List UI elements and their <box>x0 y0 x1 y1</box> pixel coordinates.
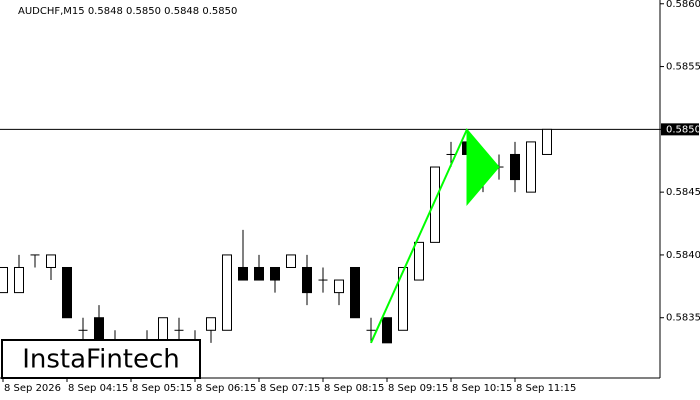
candle-body <box>430 166 440 243</box>
x-tick-label: 8 Sep 10:15 <box>452 383 512 394</box>
candle-body <box>510 153 520 181</box>
y-tick-label: 0.5855 <box>666 62 700 73</box>
candle-body <box>238 266 248 281</box>
x-tick-label: 8 Sep 09:15 <box>388 383 448 394</box>
x-tick-label: 8 Sep 2026 <box>4 383 61 394</box>
candle-body <box>334 279 344 294</box>
candle-body <box>62 266 72 319</box>
y-tick-label: 0.5840 <box>666 250 700 261</box>
x-tick-label: 8 Sep 06:15 <box>196 383 256 394</box>
x-tick-label: 8 Sep 08:15 <box>324 383 384 394</box>
candle-body <box>270 266 280 281</box>
logo-box <box>1 339 201 379</box>
x-tick-label: 8 Sep 11:15 <box>516 383 576 394</box>
candle-body <box>398 266 408 331</box>
candle-body <box>254 266 264 281</box>
last-price-box <box>661 123 699 136</box>
pattern-pole <box>370 128 468 344</box>
x-tick-label: 8 Sep 07:15 <box>260 383 320 394</box>
y-tick-label: 0.5835 <box>666 313 700 324</box>
y-tick-label: 0.5860 <box>666 0 700 10</box>
candle-body <box>350 266 360 319</box>
chart-title: AUDCHF,M15 0.5848 0.5850 0.5848 0.5850 <box>18 6 237 17</box>
candle-body <box>0 266 8 294</box>
candle-body <box>46 254 56 268</box>
candle-body <box>206 317 216 331</box>
logo: InstaFintech <box>22 345 180 375</box>
candle-body <box>302 266 312 294</box>
x-tick-label: 8 Sep 05:15 <box>132 383 192 394</box>
last-price-label: 0.5850 <box>666 124 700 135</box>
x-tick-label: 8 Sep 04:15 <box>68 383 128 394</box>
y-tick-label: 0.5845 <box>666 187 700 198</box>
candle-body <box>14 266 24 294</box>
candle-body <box>222 254 232 331</box>
pattern-pennant <box>466 127 500 207</box>
candle-body <box>542 128 552 155</box>
candle-body <box>526 141 536 193</box>
candle-body <box>414 241 424 281</box>
candle-body <box>286 254 296 268</box>
candle-body <box>382 317 392 344</box>
